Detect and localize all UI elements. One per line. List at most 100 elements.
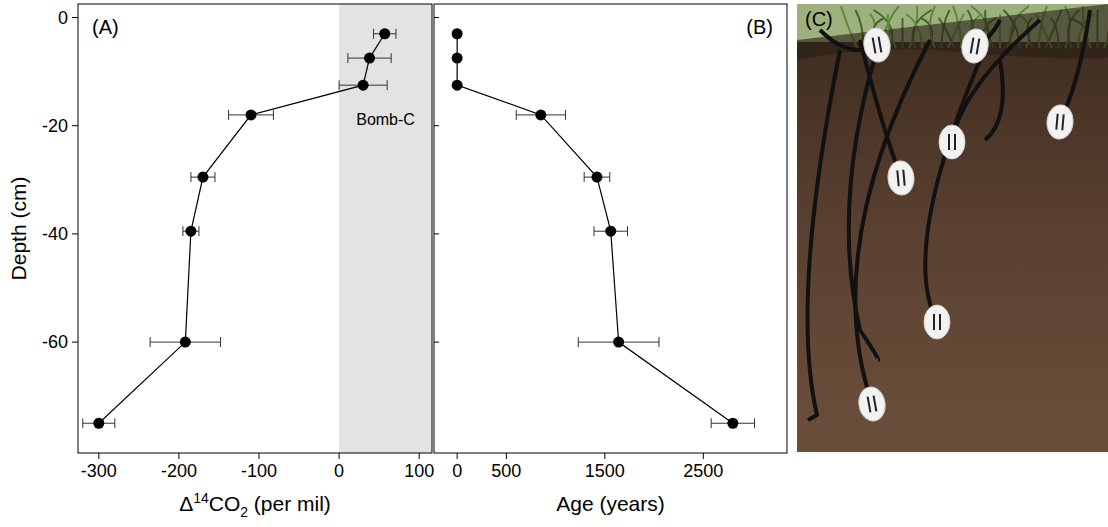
data-point bbox=[93, 418, 104, 429]
panel-label: (C) bbox=[805, 8, 833, 30]
y-tick-label: -20 bbox=[42, 116, 68, 136]
x-tick-label: -100 bbox=[241, 461, 277, 481]
data-point bbox=[727, 418, 738, 429]
sensor-port bbox=[954, 134, 956, 150]
x-tick-label: 2500 bbox=[683, 461, 723, 481]
tube bbox=[925, 60, 980, 322]
y-tick bbox=[434, 233, 439, 234]
photo bbox=[797, 4, 1108, 452]
error-cap bbox=[711, 418, 712, 428]
sensor bbox=[1046, 104, 1075, 140]
error-bar bbox=[339, 80, 387, 90]
plot-frame bbox=[434, 4, 787, 453]
sensor-cap bbox=[939, 125, 965, 159]
x-tick-label: -200 bbox=[161, 461, 197, 481]
error-cap bbox=[658, 337, 659, 347]
panel: -300-200-1000100-60-40-200Δ14CO2 (per mi… bbox=[7, 4, 434, 520]
error-cap bbox=[516, 110, 517, 120]
x-tick bbox=[178, 453, 179, 459]
y-tick-label: -40 bbox=[42, 224, 68, 244]
error-cap bbox=[373, 29, 374, 39]
data-point bbox=[452, 28, 463, 39]
error-cap bbox=[228, 110, 229, 120]
sensor-port bbox=[1062, 114, 1063, 130]
x-tick-label: 1500 bbox=[585, 461, 625, 481]
y-tick bbox=[72, 125, 78, 126]
error-cap bbox=[609, 172, 610, 182]
error-bar bbox=[516, 110, 565, 120]
x-tick bbox=[457, 453, 458, 459]
y-tick bbox=[72, 17, 78, 18]
error-bar bbox=[594, 226, 627, 236]
error-cap bbox=[214, 172, 215, 182]
panel-label: (B) bbox=[746, 16, 773, 38]
sensor-cap bbox=[924, 305, 950, 339]
x-tick-label: 0 bbox=[334, 461, 344, 481]
x-tick bbox=[419, 453, 420, 459]
sensor-port bbox=[948, 134, 950, 150]
x-tick bbox=[506, 453, 507, 459]
sensor-cap bbox=[959, 27, 991, 65]
figure: -300-200-1000100-60-40-200Δ14CO2 (per mi… bbox=[0, 0, 1108, 527]
error-bar bbox=[150, 337, 220, 347]
error-cap bbox=[114, 418, 115, 428]
error-cap bbox=[150, 337, 151, 347]
plot-area bbox=[83, 4, 432, 453]
tube bbox=[849, 40, 880, 360]
sensor-cap bbox=[856, 385, 888, 423]
sensor-port bbox=[971, 38, 974, 54]
x-tick-label: 100 bbox=[404, 461, 434, 481]
topsoil bbox=[797, 4, 1108, 60]
error-bar bbox=[83, 418, 115, 428]
label-part: (per mil) bbox=[248, 492, 331, 515]
data-point bbox=[613, 337, 624, 348]
data-point bbox=[535, 109, 546, 120]
sensor-port bbox=[939, 314, 941, 330]
data-point bbox=[364, 53, 375, 64]
tube bbox=[985, 60, 1003, 140]
error-bar bbox=[348, 53, 391, 63]
soil bbox=[797, 4, 1108, 452]
error-bar bbox=[229, 110, 274, 120]
y-tick-label: 0 bbox=[58, 8, 68, 28]
error-cap bbox=[220, 337, 221, 347]
x-tick-label: 0 bbox=[452, 461, 462, 481]
sensor-port bbox=[868, 397, 871, 413]
data-point bbox=[197, 172, 208, 183]
x-tick bbox=[604, 453, 605, 459]
x-tick bbox=[259, 453, 260, 459]
error-cap bbox=[273, 110, 274, 120]
y-axis-title: Depth (cm) bbox=[7, 177, 30, 281]
data-line bbox=[99, 34, 385, 424]
y-tick bbox=[434, 17, 439, 18]
sensor bbox=[959, 27, 991, 65]
sensor-cap bbox=[887, 160, 916, 196]
error-cap bbox=[627, 226, 628, 236]
data-point bbox=[605, 226, 616, 237]
sensor bbox=[856, 385, 888, 423]
data-point bbox=[452, 80, 463, 91]
tube bbox=[952, 20, 1040, 142]
y-tick-label: -60 bbox=[42, 332, 68, 352]
error-cap bbox=[182, 226, 183, 236]
x-tick-label: -300 bbox=[81, 461, 117, 481]
y-tick bbox=[72, 233, 78, 234]
error-cap bbox=[82, 418, 83, 428]
annotation: Bomb-C bbox=[356, 111, 415, 128]
tube bbox=[808, 50, 840, 420]
error-cap bbox=[584, 172, 585, 182]
data-point bbox=[379, 28, 390, 39]
sensor bbox=[861, 26, 893, 64]
error-bar bbox=[711, 418, 754, 428]
sensor-port bbox=[903, 170, 904, 186]
label-part: 14 bbox=[193, 490, 209, 506]
error-cap bbox=[347, 53, 348, 63]
y-tick bbox=[434, 342, 439, 343]
error-cap bbox=[387, 80, 388, 90]
x-tick-label: 500 bbox=[491, 461, 521, 481]
error-cap bbox=[395, 29, 396, 39]
photo-panel: (C) bbox=[797, 4, 1108, 452]
sensor-port bbox=[879, 37, 882, 53]
x-axis-title: Δ14CO2 (per mil) bbox=[179, 490, 331, 520]
sensor bbox=[939, 125, 965, 159]
